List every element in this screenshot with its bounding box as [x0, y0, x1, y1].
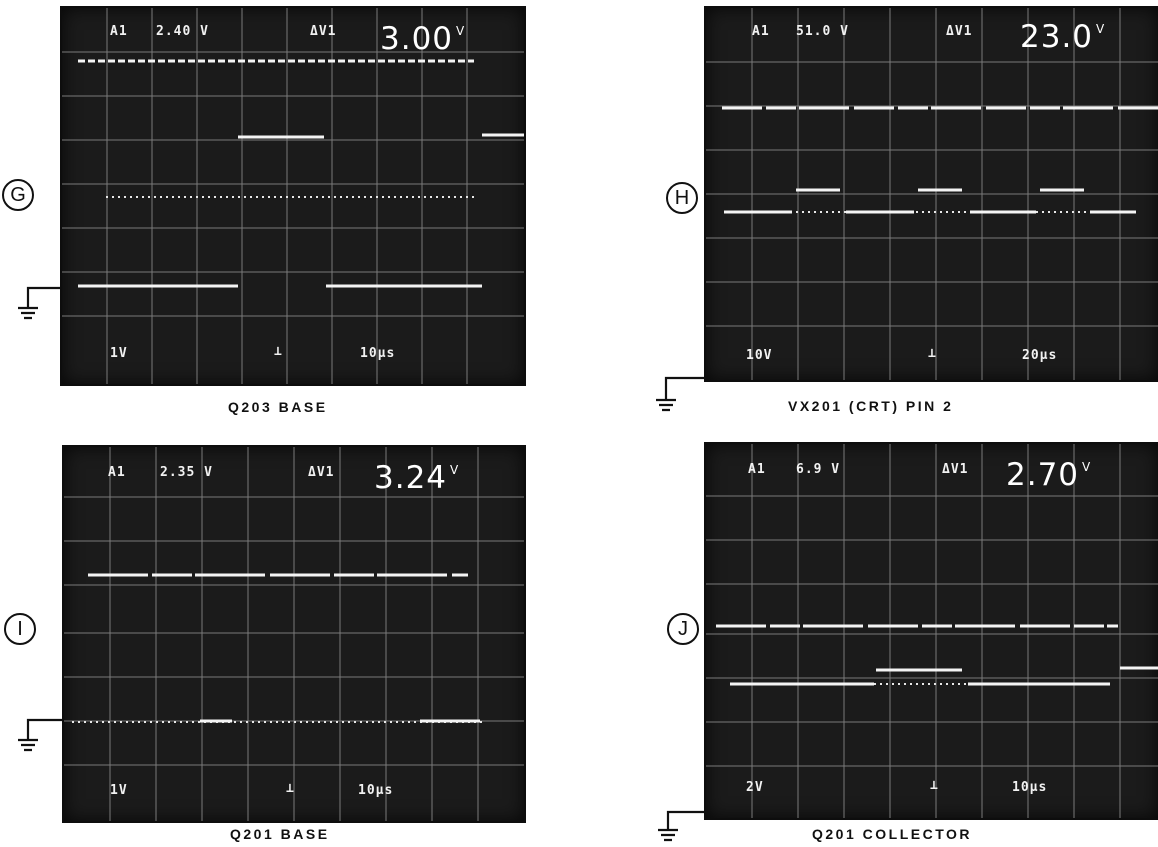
cursor-level-readout: 6.9 V	[796, 462, 841, 477]
ground-symbol-icon	[658, 810, 704, 842]
caption-i: Q201 BASE	[230, 826, 330, 842]
ground-symbol-icon	[18, 286, 62, 320]
delta-label: ΔV1	[946, 24, 973, 39]
caption-g: Q203 BASE	[228, 399, 328, 415]
caption-h: VX201 (CRT) PIN 2	[788, 398, 954, 414]
scope-screen-j: A1 6.9 V ΔV1 2.70 V 2V ⊥ 10μs	[704, 442, 1158, 820]
trigger-marker-icon: ⊥	[274, 344, 283, 359]
delta-readout: 3.00 V	[380, 21, 466, 57]
trigger-marker-icon: ⊥	[930, 778, 939, 793]
scope-screen-h: A1 51.0 V ΔV1 23.0 V 10V ⊥ 20μs	[704, 6, 1158, 382]
channel-label: A1	[108, 465, 126, 480]
panel-label-i: I	[4, 613, 36, 645]
waveform-j	[716, 624, 1158, 686]
delta-label: ΔV1	[942, 462, 969, 477]
trigger-marker-icon: ⊥	[928, 346, 937, 361]
delta-label: ΔV1	[308, 465, 335, 480]
scope-graticule-j	[706, 444, 1158, 818]
volts-per-div: 1V	[110, 783, 128, 798]
scope-screen-g: A1 2.40 V ΔV1 3.00 V 1V ⊥ 10μs	[60, 6, 526, 386]
channel-label: A1	[110, 24, 128, 39]
volts-per-div: 2V	[746, 780, 764, 795]
waveform-g	[78, 59, 524, 288]
panel-label-g: G	[2, 179, 34, 211]
ground-symbol-icon	[18, 718, 62, 752]
panel-label-j: J	[667, 613, 699, 645]
volts-per-div: 10V	[746, 348, 773, 363]
cursor-level-readout: 51.0 V	[796, 24, 849, 39]
scope-graticule-h	[706, 8, 1158, 380]
trigger-marker-icon: ⊥	[286, 781, 295, 796]
delta-readout: 23.0 V	[1020, 19, 1106, 55]
time-per-div: 10μs	[358, 783, 394, 798]
cursor-level-readout: 2.35 V	[160, 465, 213, 480]
time-per-div: 20μs	[1022, 348, 1058, 363]
channel-label: A1	[748, 462, 766, 477]
scope-screen-i: A1 2.35 V ΔV1 3.24 V 1V ⊥ 10μs	[62, 445, 526, 823]
caption-j: Q201 COLLECTOR	[812, 826, 972, 842]
panel-label-h: H	[666, 182, 698, 214]
ground-symbol-icon	[656, 376, 706, 412]
cursor-level-readout: 2.40 V	[156, 24, 209, 39]
channel-label: A1	[752, 24, 770, 39]
waveform-i	[72, 573, 482, 723]
delta-label: ΔV1	[310, 24, 337, 39]
waveform-h	[722, 106, 1158, 214]
time-per-div: 10μs	[1012, 780, 1048, 795]
volts-per-div: 1V	[110, 346, 128, 361]
delta-readout: 2.70 V	[1006, 457, 1092, 493]
time-per-div: 10μs	[360, 346, 396, 361]
delta-readout: 3.24 V	[374, 460, 460, 496]
